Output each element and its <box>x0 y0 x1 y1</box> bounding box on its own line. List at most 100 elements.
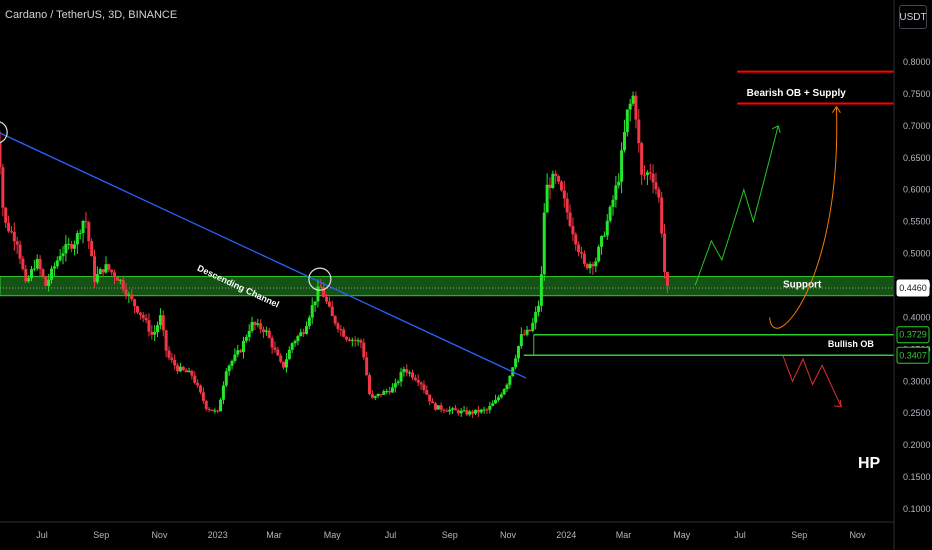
candle-body <box>602 235 606 237</box>
candle-body <box>356 340 360 342</box>
candle-body <box>196 382 200 386</box>
reversal-projection-arrowhead <box>832 105 841 113</box>
candle-body <box>537 305 541 312</box>
candle-body <box>433 403 437 410</box>
candle-body <box>93 256 97 283</box>
support-label: Support <box>783 279 822 290</box>
candle-body <box>55 260 59 267</box>
time-tick-label: Mar <box>266 530 282 540</box>
candle-body <box>284 359 288 368</box>
candle-body <box>239 350 243 353</box>
candle-body <box>147 320 151 332</box>
candle-body <box>388 391 392 393</box>
time-tick-label: Jul <box>385 530 397 540</box>
candle-body <box>508 375 512 385</box>
bullish-ob-label: Bullish OB <box>828 339 875 349</box>
candle-body <box>9 231 13 233</box>
candle-body <box>574 234 578 245</box>
candle-body <box>600 236 604 247</box>
candle-body <box>579 252 583 254</box>
price-axis[interactable]: 0.8000 0.7500 0.7000 0.6500 0.6000 0.5500 0.50… <box>893 0 931 550</box>
candle-body <box>47 279 51 286</box>
candle-body <box>27 278 31 282</box>
candle-body <box>230 360 234 366</box>
chart-title: Cardano / TetherUS, 3D, BINANCE <box>5 9 178 21</box>
candle-body <box>645 172 649 175</box>
candle-body <box>491 403 495 406</box>
price-tag <box>896 326 930 344</box>
candle-body <box>339 328 343 330</box>
candle-body <box>402 369 406 372</box>
candle-body <box>161 315 165 331</box>
candle-body <box>657 189 661 198</box>
candle-body <box>439 405 443 410</box>
candle-body <box>98 269 102 275</box>
candle-body <box>476 409 480 413</box>
candle-body <box>101 269 105 273</box>
currency-button[interactable]: USDT <box>899 5 927 29</box>
candle-body <box>345 336 349 340</box>
candle-body <box>582 253 586 264</box>
price-tick-label: 0.1500 <box>903 472 931 482</box>
candle-body <box>118 279 122 281</box>
candle-body <box>158 315 162 326</box>
candle-body <box>505 384 509 390</box>
time-axis[interactable]: Jul Sep Nov 2023 Mar May Jul Sep Nov 2024 Mar May Ju… <box>0 521 894 540</box>
candle-body <box>293 341 297 344</box>
candle-body <box>519 334 523 347</box>
touch-circle <box>0 121 8 144</box>
candle-body <box>201 392 205 401</box>
candle-body <box>316 286 320 302</box>
candle-body <box>176 365 180 372</box>
candle-body <box>620 150 624 182</box>
price-tick-label: 0.1000 <box>903 504 931 514</box>
candle-body <box>562 190 566 199</box>
candle-body <box>342 329 346 337</box>
candle-body <box>597 246 601 262</box>
candle-body <box>465 410 469 415</box>
candle-body <box>199 385 203 393</box>
candle-body <box>184 369 188 373</box>
time-tick-label: Nov <box>849 530 866 540</box>
candle-body <box>121 279 125 290</box>
candle-body <box>270 337 274 348</box>
candle-body <box>213 410 217 412</box>
candle-body <box>84 220 88 223</box>
candle-body <box>64 244 68 254</box>
candle-body <box>651 173 655 183</box>
candle-body <box>282 361 286 368</box>
candle-body <box>333 316 337 324</box>
candle-body <box>204 400 208 409</box>
candle-body <box>531 322 535 331</box>
candle-body <box>104 264 108 273</box>
candle-body <box>173 359 177 366</box>
candle-body <box>376 393 380 397</box>
candle-body <box>474 409 478 414</box>
candle-body <box>178 366 182 372</box>
candle-body <box>390 387 394 393</box>
time-tick-label: May <box>673 530 691 540</box>
candle-body <box>525 329 529 335</box>
candle-body <box>130 294 134 300</box>
candle-body <box>313 301 317 306</box>
candle-body <box>241 340 245 353</box>
candle-body <box>528 329 532 331</box>
candle-body <box>319 286 323 288</box>
candle-body <box>325 296 329 302</box>
zone-layer <box>0 276 895 357</box>
price-tick-label: 0.6500 <box>903 153 931 163</box>
candle-body <box>87 222 91 242</box>
candle-body <box>307 317 311 327</box>
candle-body <box>190 370 194 376</box>
candle-body <box>468 411 472 415</box>
candle-body <box>276 349 280 356</box>
time-tick-label: Sep <box>442 530 458 540</box>
candle-body <box>290 343 294 350</box>
candle-body <box>494 399 498 404</box>
candle-body <box>95 274 99 283</box>
candle-body <box>365 357 369 376</box>
candle-body <box>568 212 572 226</box>
candle-body <box>591 264 595 267</box>
